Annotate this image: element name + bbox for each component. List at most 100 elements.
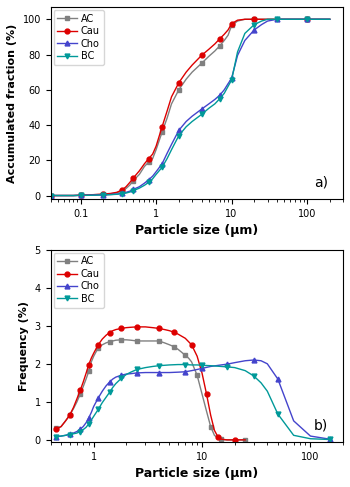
- BC: [308, 436, 313, 442]
- BC: [78, 429, 82, 434]
- BC: [114, 381, 118, 387]
- Cho: [292, 418, 296, 424]
- AC: [75, 399, 79, 405]
- Cho: [165, 150, 169, 156]
- Y-axis label: Accumulated fraction (%): Accumulated fraction (%): [7, 23, 17, 183]
- AC: [107, 339, 112, 345]
- AC: [169, 101, 174, 107]
- AC: [71, 406, 76, 412]
- Cho: [78, 192, 83, 198]
- BC: [100, 400, 104, 406]
- Cho: [160, 161, 164, 167]
- Cau: [176, 331, 180, 337]
- BC: [265, 388, 270, 394]
- Cho: [327, 436, 331, 442]
- AC: [114, 337, 118, 343]
- Cho: [225, 361, 229, 367]
- Cau: [282, 17, 286, 22]
- BC: [101, 192, 105, 198]
- BC: [119, 375, 124, 381]
- Cho: [142, 180, 147, 186]
- AC: [243, 437, 247, 443]
- AC: [207, 54, 211, 59]
- Cho: [128, 188, 132, 194]
- BC: [199, 112, 204, 117]
- Cau: [226, 27, 230, 33]
- BC: [114, 191, 119, 197]
- BC: [157, 363, 161, 369]
- AC: [230, 22, 234, 28]
- Cau: [230, 21, 234, 27]
- BC: [142, 183, 147, 188]
- Cau: [328, 17, 332, 22]
- AC: [84, 376, 88, 382]
- Cho: [176, 369, 180, 375]
- BC: [252, 21, 257, 27]
- Cho: [293, 17, 298, 22]
- BC: [259, 18, 264, 24]
- Cho: [63, 432, 68, 438]
- BC: [104, 394, 108, 400]
- Cau: [218, 36, 222, 41]
- Cau: [104, 332, 108, 338]
- AC: [92, 353, 96, 359]
- Cau: [243, 17, 247, 22]
- Cho: [276, 376, 280, 382]
- Cho: [147, 177, 151, 183]
- BC: [276, 411, 280, 417]
- Cho: [209, 363, 213, 369]
- Cho: [199, 106, 204, 112]
- Line: AC: AC: [48, 17, 332, 198]
- Cau: [92, 192, 96, 198]
- Cau: [111, 328, 115, 334]
- AC: [142, 164, 147, 169]
- Cau: [305, 17, 309, 22]
- AC: [81, 384, 85, 390]
- AC: [177, 87, 181, 93]
- BC: [111, 384, 115, 390]
- BC: [207, 105, 211, 111]
- AC: [49, 193, 53, 199]
- AC: [59, 424, 63, 430]
- AC: [187, 355, 191, 361]
- AC: [114, 190, 119, 196]
- BC: [49, 193, 53, 199]
- BC: [328, 17, 332, 22]
- Cho: [243, 37, 247, 43]
- AC: [108, 191, 113, 197]
- X-axis label: Particle size (μm): Particle size (μm): [135, 225, 258, 237]
- AC: [200, 391, 204, 397]
- BC: [135, 367, 139, 373]
- Cau: [71, 405, 76, 411]
- Cho: [75, 429, 79, 434]
- BC: [160, 165, 164, 170]
- BC: [275, 17, 279, 22]
- Cau: [225, 437, 229, 443]
- AC: [212, 432, 217, 438]
- Cho: [124, 189, 128, 195]
- Cho: [154, 169, 158, 175]
- AC: [111, 338, 115, 344]
- AC: [252, 17, 257, 22]
- AC: [190, 69, 194, 75]
- AC: [236, 18, 240, 24]
- X-axis label: Particle size (μm): Particle size (μm): [135, 467, 258, 480]
- AC: [78, 192, 83, 198]
- AC: [120, 188, 124, 194]
- Cau: [78, 192, 83, 198]
- AC: [92, 192, 96, 198]
- AC: [183, 353, 187, 358]
- BC: [131, 187, 135, 193]
- BC: [233, 365, 237, 371]
- BC: [230, 77, 234, 83]
- Cau: [199, 53, 204, 58]
- BC: [190, 118, 194, 124]
- AC: [104, 340, 108, 346]
- Line: AC: AC: [54, 337, 248, 442]
- AC: [162, 340, 167, 346]
- BC: [225, 364, 229, 370]
- Cho: [59, 433, 63, 439]
- Cau: [71, 193, 75, 199]
- BC: [259, 380, 263, 386]
- Cho: [157, 370, 161, 375]
